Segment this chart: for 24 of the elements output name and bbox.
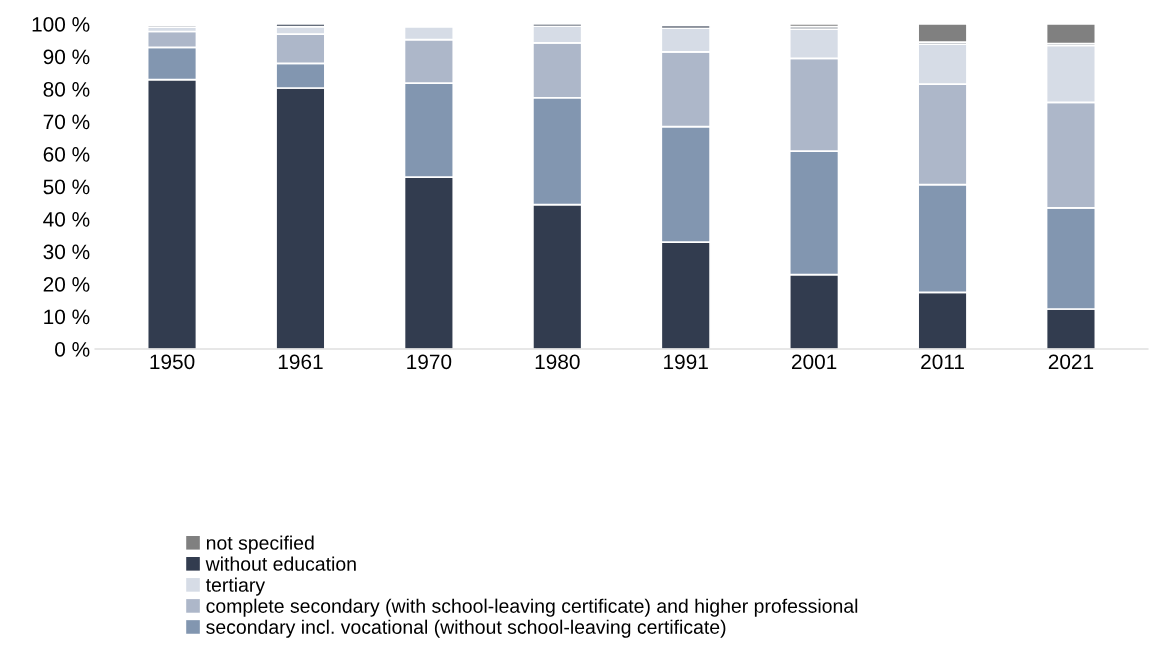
y-tick-label: 70 % — [43, 114, 90, 130]
x-tick-label: 1961 — [278, 354, 323, 370]
y-tick-label: 80 % — [43, 82, 90, 97]
legend-label: without education — [205, 556, 356, 571]
y-tick-label: 10 % — [44, 309, 90, 325]
legend-label: complete secondary (with school-leaving certificate) and higher professional — [206, 598, 858, 617]
x-tick-label: 1970 — [407, 354, 452, 370]
legend-label: not specified — [206, 535, 314, 554]
y-tick-label: 90 % — [43, 49, 90, 65]
y-tick-label: 20 % — [43, 277, 90, 292]
y-tick-label: 100 % — [32, 17, 90, 32]
x-tick-label: 2001 — [792, 354, 837, 370]
x-tick-label: 1991 — [664, 354, 708, 370]
x-tick-label: 1950 — [150, 354, 195, 370]
legend-label: secondary incl. vocational (without school-leaving certificate) — [206, 619, 726, 638]
y-tick-label: 40 % — [43, 212, 90, 227]
x-tick-label: 2011 — [921, 354, 964, 370]
legend-label: tertiary — [205, 577, 266, 596]
y-tick-label: 30 % — [43, 244, 90, 260]
x-tick-label: 2021 — [1048, 354, 1094, 370]
y-tick-label: 0 % — [55, 342, 90, 357]
x-tick-label: 1980 — [535, 354, 580, 370]
y-tick-label: 60 % — [43, 147, 90, 162]
y-tick-label: 50 % — [43, 179, 90, 195]
